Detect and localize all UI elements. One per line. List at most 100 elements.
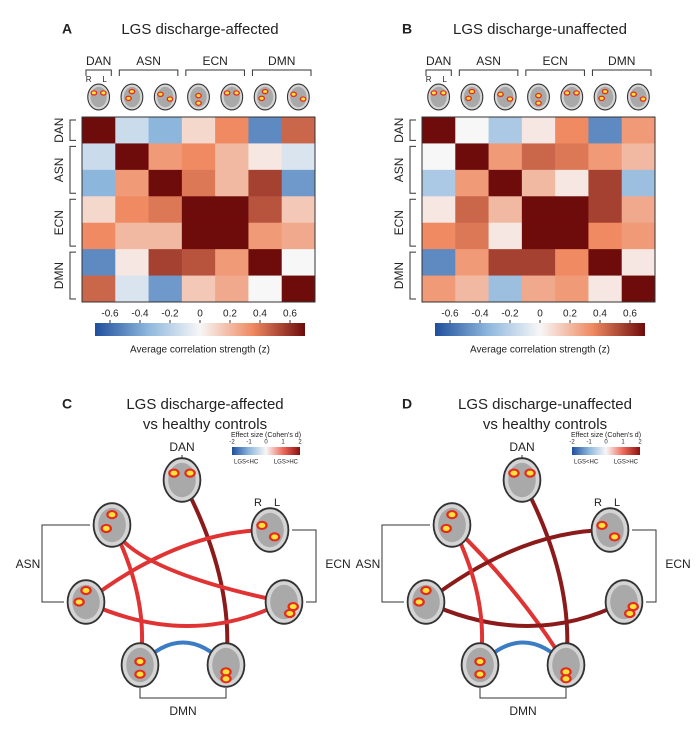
edge (424, 600, 626, 628)
diagram-title: LGS discharge-unaffected (458, 396, 632, 413)
heatmap-cell (521, 169, 556, 197)
heatmap-cell (82, 169, 116, 197)
panel-label: B (402, 21, 412, 37)
node (432, 502, 472, 548)
row-group-label: DMN (392, 262, 406, 289)
network-label: DMN (509, 704, 536, 718)
activation-core (101, 91, 106, 95)
heatmap-cell (621, 249, 656, 276)
brain-inner (552, 647, 580, 683)
activation-core (136, 671, 144, 677)
heatmap-cell (215, 222, 249, 250)
node (460, 642, 500, 688)
brain-icon (493, 83, 517, 111)
legend-tick-label: -1 (246, 440, 252, 446)
brain-icon (120, 642, 160, 688)
diagram-title: LGS discharge-affected (126, 396, 283, 413)
heatmap-cell (555, 169, 589, 197)
heatmap-cell (248, 196, 283, 224)
colorbar-tick-label: 0.2 (223, 309, 237, 320)
node (250, 507, 290, 553)
heatmap-cell (281, 169, 316, 197)
column-group-label: ASN (476, 54, 501, 68)
brain-icon (604, 579, 644, 625)
bracket (479, 688, 567, 699)
brain-inner (563, 86, 580, 108)
activation-core (129, 90, 134, 94)
heatmap-cell (555, 117, 589, 144)
heatmap-cell (521, 143, 556, 171)
node (546, 642, 586, 688)
colorbar-tick-label: 0.6 (623, 309, 637, 320)
heatmap-cell (248, 275, 283, 303)
column-group-label: DMN (608, 54, 635, 68)
node (92, 502, 132, 548)
bracket (409, 119, 416, 141)
heatmap-cell (115, 169, 149, 197)
colorbar (95, 323, 305, 336)
heatmap-cell (148, 169, 183, 197)
activation-core (271, 534, 279, 540)
network-label: ASN (16, 557, 41, 571)
legend-title: Effect size (Cohen's d) (571, 432, 641, 439)
activation-core (476, 659, 484, 665)
brain-inner (168, 462, 196, 498)
network-label: ASN (356, 557, 381, 571)
brain-inner (412, 584, 440, 620)
heatmap-cell (555, 275, 589, 303)
heatmap-cell (422, 169, 456, 197)
activation-core (441, 91, 446, 95)
row-group-label: ECN (52, 210, 66, 235)
activation-core (126, 96, 131, 100)
colorbar-label: Average correlation strength (z) (470, 345, 610, 356)
colorbar-tick-label: -0.2 (501, 309, 519, 320)
heatmap-cell (115, 117, 149, 144)
edge (180, 478, 230, 667)
brain-icon (250, 507, 290, 553)
heatmap-cell (248, 143, 283, 171)
legend-high: LGS>HC (614, 460, 639, 466)
heatmap-cell (215, 143, 249, 171)
heatmap-cell (82, 275, 116, 303)
bracket (381, 524, 430, 603)
heatmap-cell (281, 196, 316, 224)
edge (84, 528, 272, 604)
heatmap-cell (555, 249, 589, 276)
heatmap-cell (488, 169, 523, 197)
activation-core (259, 96, 264, 100)
heatmap-cell (555, 222, 589, 250)
heatmap-cell (148, 275, 183, 303)
heatmap-cell (181, 249, 216, 276)
activation-core (562, 676, 570, 682)
activation-core (224, 91, 230, 95)
heatmap-cell (588, 169, 623, 197)
heatmap-cell (82, 143, 116, 171)
activation-core (599, 96, 604, 100)
activation-core (75, 599, 83, 605)
node (502, 457, 542, 503)
activation-core (536, 94, 541, 98)
colorbar-tick-label: 0.2 (563, 309, 577, 320)
activation-core (102, 525, 110, 531)
diagram-title: vs healthy controls (483, 416, 607, 433)
activation-core (108, 512, 116, 518)
column-group-label: DAN (86, 54, 111, 68)
bracket (292, 529, 317, 603)
panel-label: A (62, 21, 72, 37)
heatmap-cell (621, 275, 656, 303)
bracket (69, 145, 76, 194)
brain-icon (120, 83, 144, 111)
heatmap-cell (115, 222, 149, 250)
edge (84, 600, 286, 628)
hemisphere-label: L (102, 75, 107, 84)
hemisphere-label: R (254, 497, 262, 509)
brain-icon (286, 83, 310, 111)
colorbar-tick-label: -0.6 (101, 309, 119, 320)
legend-low: LGS<HC (574, 460, 599, 466)
activation-core (507, 97, 513, 101)
hemisphere-label: L (442, 75, 447, 84)
colorbar-tick-label: 0.6 (283, 309, 297, 320)
brain-icon (626, 83, 650, 111)
heatmap-cell (521, 196, 556, 224)
heatmap-cell (588, 143, 623, 171)
